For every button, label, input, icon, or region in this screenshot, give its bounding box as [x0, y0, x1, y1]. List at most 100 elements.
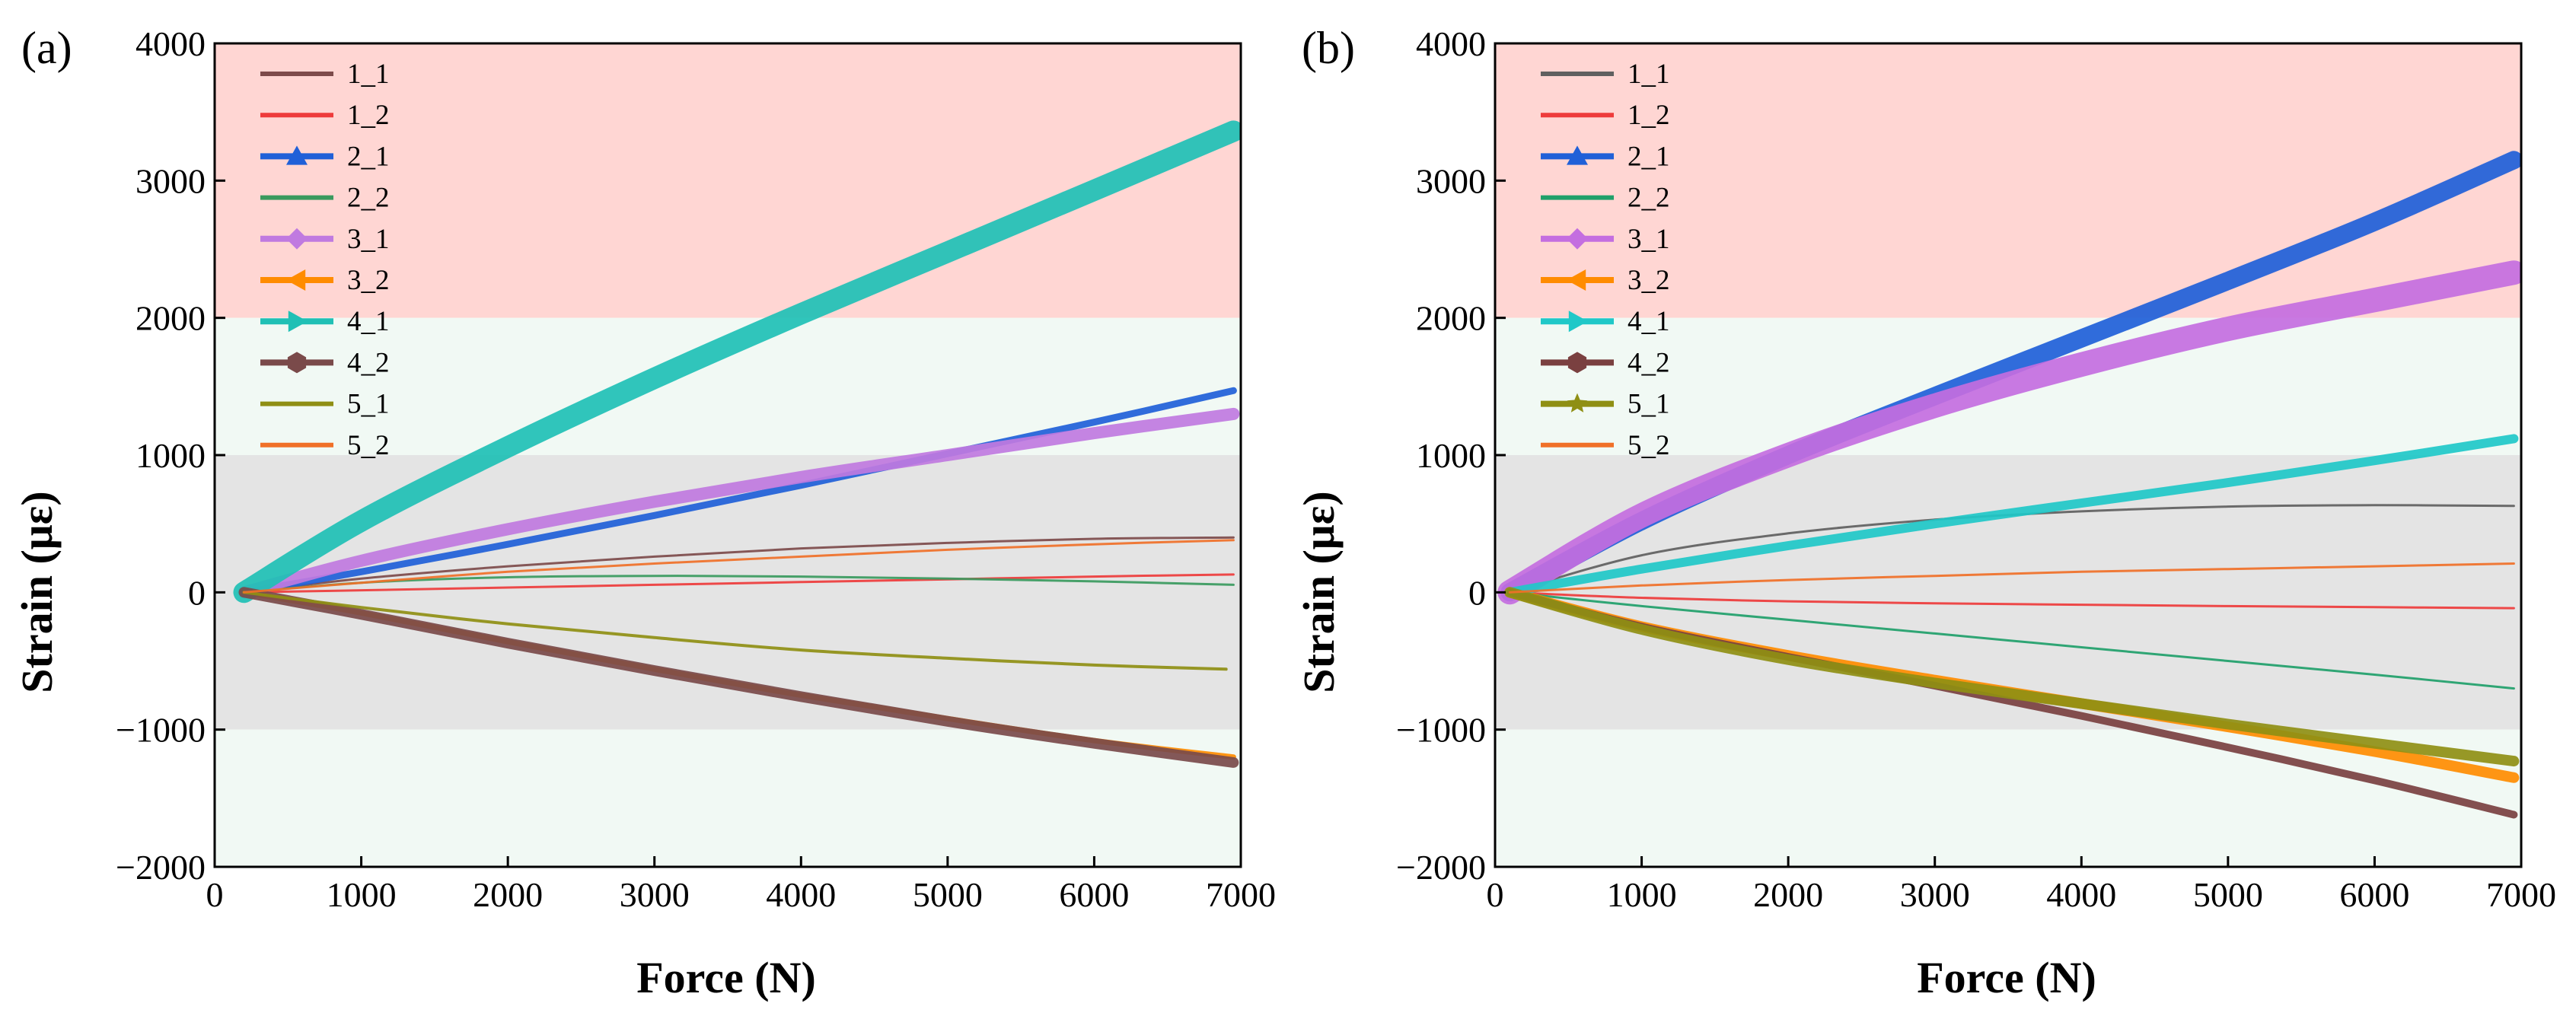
- legend-item: 5_2: [1541, 430, 1670, 461]
- series-line-1_2: [1508, 591, 2515, 610]
- legend-label: 2_1: [347, 141, 390, 172]
- legend-label: 5_1: [1628, 389, 1670, 420]
- legend-label: 1_1: [347, 59, 390, 90]
- series-line-5_1: [242, 591, 1228, 671]
- legend-item: 2_1: [260, 141, 390, 172]
- series-line-3_1: [1497, 260, 2521, 605]
- legend-marker: [1568, 311, 1588, 333]
- x-axis-title: Force (N): [1917, 953, 2096, 1002]
- y-tick-label: 3000: [1416, 161, 1486, 200]
- series-lines: [1497, 151, 2521, 819]
- legend-label: 3_2: [1628, 265, 1670, 296]
- legend-marker: [1567, 352, 1587, 374]
- x-tick-label: 0: [1487, 875, 1504, 914]
- legend-item: 3_1: [260, 224, 390, 255]
- legend-label: 4_1: [1628, 306, 1670, 337]
- x-tick-label: 6000: [2339, 875, 2409, 914]
- legend-item: 5_2: [260, 430, 390, 461]
- series-line-5_2: [1508, 562, 2515, 594]
- background-bands: [1495, 43, 2521, 867]
- legend-item: 2_1: [1541, 141, 1670, 172]
- legend-label: 3_2: [347, 265, 390, 296]
- legend-item: 4_2: [1541, 347, 1670, 378]
- y-axis-title: Strain (με): [12, 491, 62, 693]
- y-tick-label: 1000: [135, 436, 206, 475]
- legend-label: 5_2: [347, 430, 390, 461]
- series-line-3_1: [238, 407, 1240, 599]
- legend-label: 4_2: [347, 347, 390, 378]
- series-line-4_1: [1505, 434, 2519, 597]
- y-axis-title: Strain (με): [1294, 491, 1344, 693]
- legend-label: 5_2: [1628, 430, 1670, 461]
- legend-marker: [288, 311, 308, 333]
- legend-label: 1_2: [347, 100, 390, 131]
- x-tick-label: 4000: [766, 875, 836, 914]
- series-line-1_2: [243, 573, 1235, 594]
- background-band: [215, 43, 1241, 318]
- panel-b: (b) Force (N) Strain (με) 0 1000 2000 3000 4…: [1294, 23, 2556, 1002]
- legend-item: 1_1: [1541, 59, 1670, 90]
- legend-marker: [286, 145, 308, 165]
- legend-item: 1_2: [260, 100, 390, 131]
- x-tick-label: 1000: [1607, 875, 1677, 914]
- y-tick-label: 0: [1468, 573, 1486, 612]
- legend-label: 3_1: [1628, 224, 1670, 255]
- x-tick-label: 1000: [327, 875, 397, 914]
- legend-marker: [286, 228, 308, 250]
- legend-item: 3_2: [260, 265, 390, 296]
- legend-item: 2_2: [260, 183, 390, 214]
- legend-label: 1_2: [1628, 100, 1670, 131]
- legend-item: 3_2: [1541, 265, 1670, 296]
- y-tick-label: 2000: [1416, 299, 1486, 338]
- legend-item: 1_2: [1541, 100, 1670, 131]
- legend-label: 2_2: [347, 183, 390, 214]
- y-tick-label: −2000: [1396, 848, 1486, 887]
- y-tick-label: −1000: [1396, 711, 1486, 750]
- legend: 1_1 1_2 2_1 2_2 3_1 3_2 4_1 4_2 5_1 5_2: [260, 59, 390, 461]
- legend-label: 5_1: [347, 389, 390, 420]
- legend: 1_1 1_2 2_1 2_2 3_1 3_2 4_1 4_2 5_1 5_2: [1541, 59, 1670, 461]
- x-tick-label: 2000: [1753, 875, 1823, 914]
- legend-item: 5_1: [260, 389, 390, 420]
- y-tick-label: 0: [188, 573, 206, 612]
- legend-marker: [287, 352, 307, 374]
- y-tick-label: 2000: [135, 299, 206, 338]
- legend-item: 4_1: [1541, 306, 1670, 337]
- series-lines: [233, 120, 1241, 768]
- x-tick-label: 6000: [1059, 875, 1129, 914]
- x-tick-label: 7000: [1206, 875, 1276, 914]
- legend-item: 4_2: [260, 347, 390, 378]
- series-line-4_1: [233, 120, 1241, 604]
- legend-label: 3_1: [347, 224, 390, 255]
- panel-a: (a) Force (N) Strain (με) 0 1000 2000 3000 4…: [12, 23, 1276, 1002]
- panel-label: (b): [1302, 23, 1355, 73]
- background-band: [1495, 43, 2521, 318]
- x-axis-title: Force (N): [636, 953, 816, 1002]
- legend-marker: [1567, 228, 1588, 250]
- y-tick-label: 1000: [1416, 436, 1486, 475]
- legend-item: 3_1: [1541, 224, 1670, 255]
- y-tick-label: 4000: [1416, 24, 1486, 63]
- series-line-2_2: [1508, 591, 2515, 690]
- x-tick-label: 3000: [620, 875, 690, 914]
- legend-item: 1_1: [260, 59, 390, 90]
- x-tick-label: 5000: [2193, 875, 2263, 914]
- legend-label: 4_1: [347, 306, 390, 337]
- panel-label: (a): [21, 23, 72, 73]
- x-tick-label: 3000: [1900, 875, 1970, 914]
- x-tick-label: 7000: [2486, 875, 2556, 914]
- background-band: [215, 729, 1241, 867]
- legend-item: 4_1: [260, 306, 390, 337]
- legend-marker: [1567, 269, 1586, 291]
- legend-marker: [1567, 393, 1588, 412]
- series-line-5_1: [1504, 587, 2520, 767]
- y-tick-label: −1000: [116, 711, 206, 750]
- series-line-1_1: [243, 536, 1235, 594]
- y-tick-label: 3000: [135, 161, 206, 200]
- legend-label: 2_1: [1628, 141, 1670, 172]
- x-tick-label: 2000: [473, 875, 543, 914]
- y-tick-label: 4000: [135, 24, 206, 63]
- series-line-4_2: [238, 587, 1239, 768]
- series-line-5_2: [243, 539, 1235, 594]
